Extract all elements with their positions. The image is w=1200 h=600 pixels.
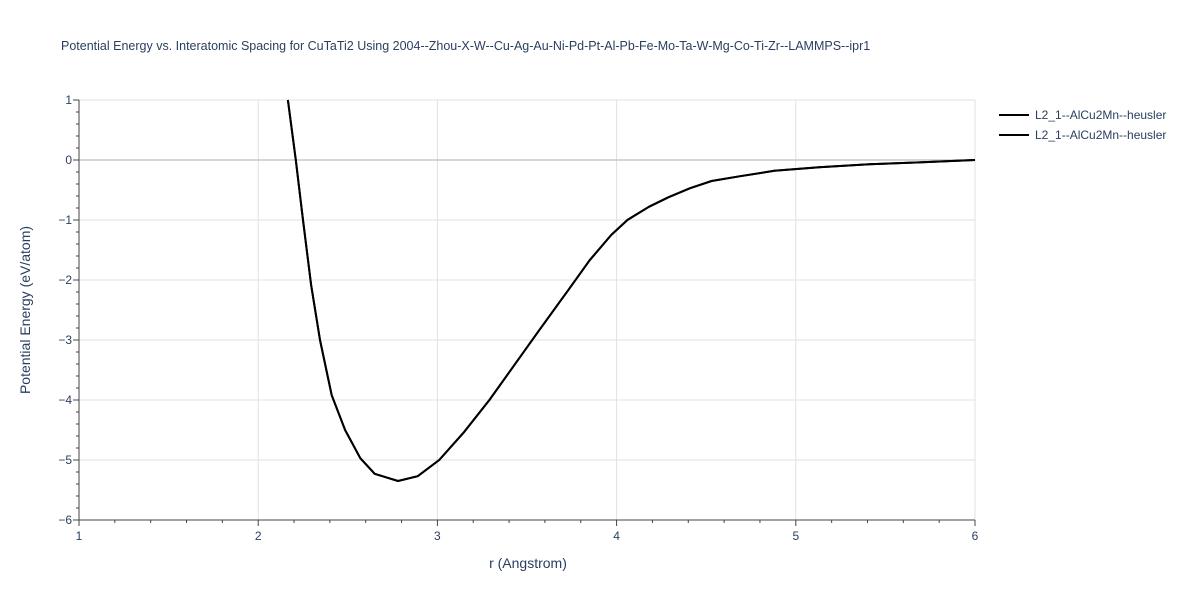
- x-tick-label: 1: [76, 529, 83, 543]
- x-tick-label: 5: [792, 529, 799, 543]
- y-tick-label: −3: [58, 333, 72, 347]
- x-tick-label: 4: [613, 529, 620, 543]
- y-tick-label: −6: [58, 513, 72, 527]
- legend[interactable]: L2_1--AlCu2Mn--heusler L2_1--AlCu2Mn--heu…: [999, 108, 1166, 142]
- chart-title: Potential Energy vs. Interatomic Spacing…: [61, 39, 870, 53]
- legend-item-label[interactable]: L2_1--AlCu2Mn--heusler: [1035, 128, 1166, 142]
- grid: [79, 99, 976, 521]
- y-tick-label: −2: [58, 273, 72, 287]
- y-tick-label: 0: [65, 153, 72, 167]
- y-tick-label: −4: [58, 393, 72, 407]
- series-line: [286, 99, 976, 482]
- series-line: [286, 99, 976, 482]
- y-tick-label: −1: [58, 213, 72, 227]
- x-tick-label: 3: [434, 529, 441, 543]
- series-lines: [286, 99, 976, 482]
- x-tick-label: 6: [972, 529, 979, 543]
- legend-item-label[interactable]: L2_1--AlCu2Mn--heusler: [1035, 108, 1166, 122]
- y-axis-label: Potential Energy (eV/atom): [17, 226, 33, 394]
- y-tick-label: −5: [58, 453, 72, 467]
- y-tick-label: 1: [65, 93, 72, 107]
- x-axis-label: r (Angstrom): [489, 555, 567, 571]
- ticks: 1 2 3 4 5 6 1 0 −1 −2 −3 −4 −5 −6: [58, 93, 978, 543]
- x-tick-label: 2: [255, 529, 262, 543]
